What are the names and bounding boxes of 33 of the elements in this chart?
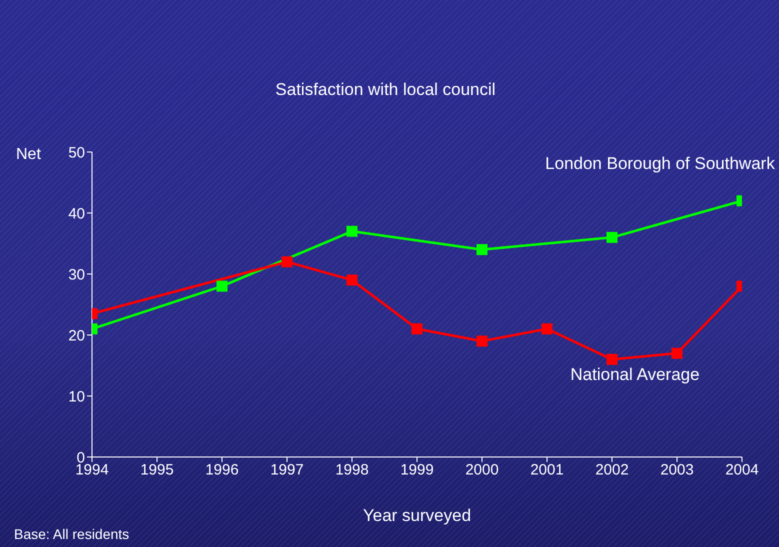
y-axis-title: Net <box>16 146 41 164</box>
x-tick-label: 2002 <box>595 462 629 479</box>
x-tick-label: 2004 <box>725 462 759 479</box>
x-tick-label: 1999 <box>400 462 434 479</box>
point <box>346 274 358 286</box>
text: Base: All residents <box>14 526 130 542</box>
point <box>346 226 358 237</box>
x-tick-label: 1994 <box>75 462 109 479</box>
point <box>412 323 422 334</box>
x-tick-label: 1996 <box>205 462 239 479</box>
x-tick-label: 2000 <box>465 462 499 479</box>
y-tick-label: 40 <box>68 205 85 222</box>
point <box>606 354 618 365</box>
point <box>216 280 228 292</box>
point <box>282 256 292 268</box>
x-tick-label: 2001 <box>530 462 564 479</box>
point <box>476 244 488 256</box>
point <box>542 323 552 334</box>
series-label: National Average <box>569 364 701 386</box>
text: London Borough of Southwark <box>545 153 775 175</box>
point <box>672 348 682 359</box>
chart-title: Satisfaction with local council <box>274 80 497 100</box>
x-tick-label: 1998 <box>335 462 369 479</box>
x-tick-label: 1997 <box>270 462 304 479</box>
y-tick-label: 20 <box>68 327 85 344</box>
y-tick-label: 10 <box>68 388 85 406</box>
x-axis-title: Year surveyed <box>362 506 472 526</box>
point <box>476 336 488 347</box>
point <box>606 232 618 243</box>
x-tick-label: 1995 <box>140 462 174 479</box>
x-tick-label: 2003 <box>660 462 694 479</box>
y-tick-label: 30 <box>68 266 85 284</box>
y-tick-label: 50 <box>68 144 85 162</box>
